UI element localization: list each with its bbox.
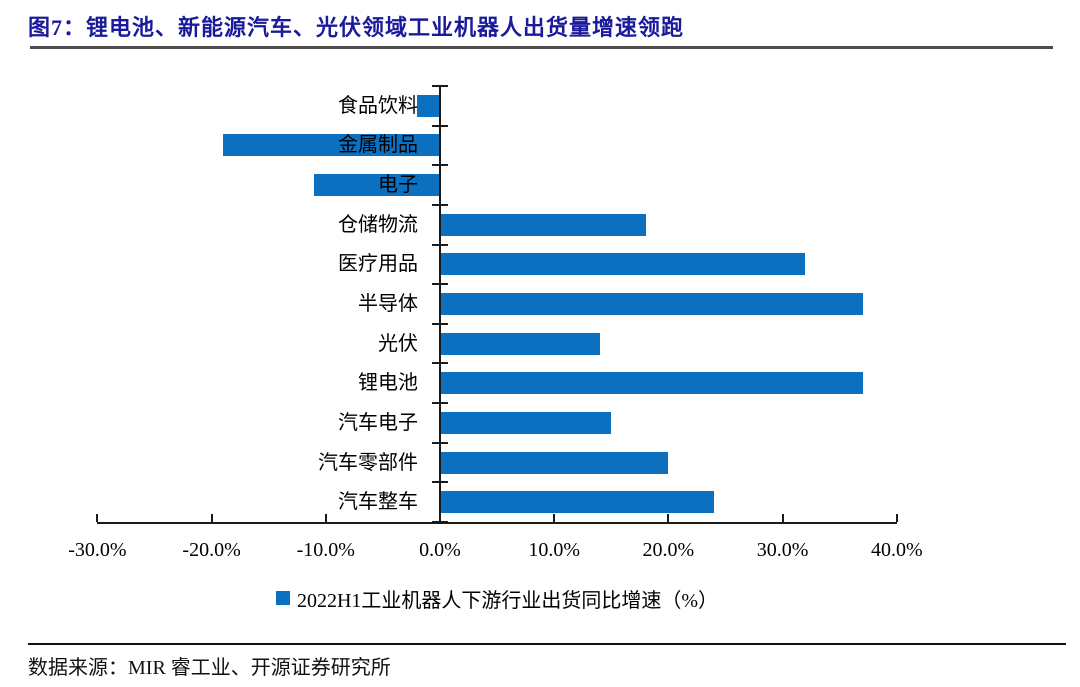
y-axis-tick	[432, 322, 448, 325]
bar	[223, 134, 440, 157]
x-axis-tick	[553, 514, 556, 522]
x-axis-tick	[895, 514, 898, 522]
figure-title: 图7：锂电池、新能源汽车、光伏领域工业机器人出货量增速领跑	[28, 15, 685, 40]
bar	[314, 174, 440, 197]
y-axis-tick	[432, 243, 448, 246]
bar	[440, 293, 863, 315]
category-label: 食品饮料	[338, 94, 418, 117]
x-tick-label: 0.0%	[419, 539, 461, 561]
y-axis-tick	[432, 164, 448, 167]
category-label: 汽车整车	[338, 491, 418, 514]
footer-divider	[28, 643, 1066, 645]
x-axis-tick	[781, 514, 784, 522]
legend-label: 2022H1工业机器人下游行业出货同比增速（%）	[296, 589, 719, 612]
x-tick-label: 10.0%	[528, 539, 581, 561]
x-tick-label: -10.0%	[296, 539, 355, 561]
y-axis-tick	[432, 362, 448, 365]
data-source: 数据来源：MIR 睿工业、开源证券研究所	[28, 657, 391, 679]
value-axis	[97, 522, 897, 524]
bar	[440, 332, 600, 355]
category-label: 汽车零部件	[318, 451, 418, 474]
y-axis-tick	[432, 124, 448, 127]
legend-swatch-icon	[275, 591, 290, 605]
bar	[417, 94, 440, 117]
x-tick-label: 40.0%	[870, 539, 923, 561]
y-axis-tick	[432, 283, 448, 286]
title-divider	[30, 46, 1053, 49]
category-label: 汽车电子	[338, 411, 418, 434]
x-axis-tick	[210, 514, 213, 522]
category-label: 半导体	[358, 293, 418, 315]
y-axis-tick	[432, 85, 448, 87]
bar	[440, 372, 863, 395]
x-tick-label: -20.0%	[182, 539, 241, 561]
y-axis-tick	[432, 481, 448, 484]
y-axis-tick	[432, 203, 448, 206]
x-axis-tick	[324, 514, 327, 522]
y-axis-tick	[432, 521, 448, 523]
x-axis-tick	[439, 514, 441, 522]
category-label: 锂电池	[358, 372, 418, 395]
chart-legend: 2022H1工业机器人下游行业出货同比增速（%）	[97, 585, 897, 612]
bar	[440, 253, 806, 276]
x-axis-tick	[667, 514, 670, 522]
category-label: 电子	[378, 174, 418, 197]
category-label: 光伏	[378, 332, 418, 355]
category-label: 医疗用品	[338, 253, 418, 276]
y-axis-tick	[432, 402, 448, 405]
category-label: 金属制品	[338, 134, 418, 157]
x-tick-label: 30.0%	[756, 539, 809, 561]
bar	[440, 451, 669, 474]
y-axis-tick	[432, 441, 448, 444]
x-axis-tick	[96, 514, 99, 522]
bar	[440, 213, 646, 236]
bar	[440, 491, 715, 514]
bar	[440, 411, 612, 434]
x-tick-label: -30.0%	[68, 539, 127, 561]
category-axis	[439, 86, 441, 524]
category-label: 仓储物流	[338, 213, 418, 236]
x-tick-label: 20.0%	[642, 539, 695, 561]
